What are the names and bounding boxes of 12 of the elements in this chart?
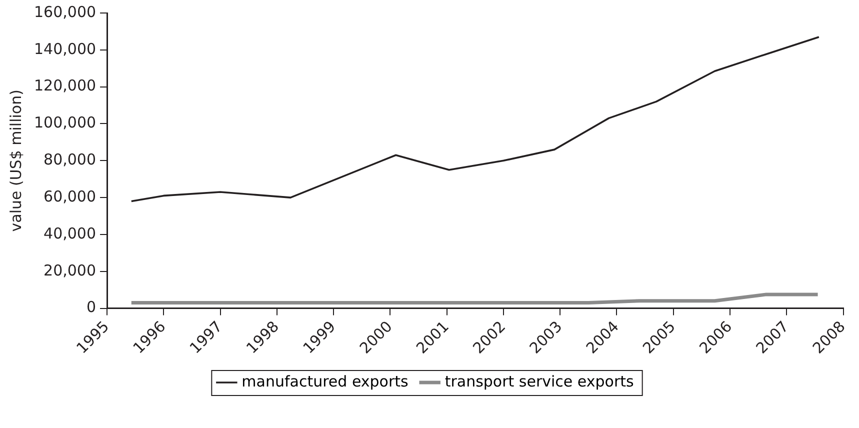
y-tick-label: 40,000 xyxy=(44,224,96,242)
y-tick-label: 120,000 xyxy=(34,76,96,95)
legend-label: manufactured exports xyxy=(242,372,409,390)
y-tick-label: 20,000 xyxy=(44,261,96,280)
y-tick-label: 140,000 xyxy=(34,40,96,58)
y-tick-label: 60,000 xyxy=(44,187,96,206)
y-tick-label: 160,000 xyxy=(34,2,96,21)
y-tick-label: 100,000 xyxy=(34,114,96,132)
y-tick-label: 80,000 xyxy=(44,150,96,169)
y-axis-title: value (US$ million) xyxy=(6,90,25,232)
y-tick-label: 0 xyxy=(86,298,96,316)
legend-label: transport service exports xyxy=(444,372,634,390)
